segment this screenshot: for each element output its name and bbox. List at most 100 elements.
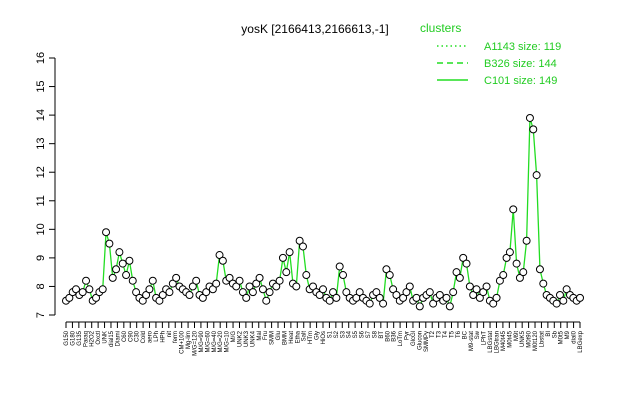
x-tick-label: Lbstat	[539, 331, 545, 348]
data-point	[128, 276, 137, 285]
data-point	[212, 279, 221, 288]
data-point	[505, 248, 514, 257]
x-tick-label: B36	[392, 330, 398, 341]
data-point	[218, 256, 227, 265]
data-point	[285, 248, 294, 257]
data-point	[298, 242, 307, 251]
data-point	[192, 276, 201, 285]
x-tick-label: M9t	[514, 331, 520, 341]
data-point	[555, 291, 564, 300]
y-tick-label: 9	[35, 255, 47, 261]
data-point	[562, 285, 571, 294]
x-tick-label: Mal	[257, 331, 263, 341]
data-point	[122, 271, 131, 280]
legend-entry: B326 size: 144	[484, 58, 557, 70]
x-tick-label: UNK2	[237, 330, 243, 347]
x-tick-label: M/G	[231, 331, 237, 343]
data-point	[248, 288, 257, 297]
data-point	[525, 113, 534, 122]
data-point	[105, 239, 114, 248]
data-point	[319, 285, 327, 294]
data-point	[275, 276, 284, 285]
data-point	[455, 273, 464, 282]
data-point	[242, 293, 251, 302]
x-tick-label: BT	[379, 331, 385, 339]
x-tick-label: LoTm	[398, 331, 404, 346]
x-tick-label: C60	[122, 330, 128, 342]
x-tick-label: S4	[347, 330, 353, 338]
data-point	[522, 236, 531, 245]
data-point	[258, 285, 267, 294]
x-tick-label: C90	[128, 330, 134, 342]
x-tick-label: SMMPy	[424, 331, 430, 352]
chart-title: yosK [2166413,2166613,-1]	[241, 22, 388, 36]
data-point	[339, 271, 348, 280]
x-tick-label: LPh	[154, 331, 160, 342]
data-point	[412, 293, 421, 302]
data-point	[415, 302, 424, 311]
data-point	[85, 285, 94, 294]
data-point	[372, 288, 381, 297]
data-point	[92, 293, 101, 302]
x-tick-label: Paraq	[83, 331, 89, 347]
data-point	[232, 282, 241, 291]
x-tick-label: Fru	[263, 331, 269, 340]
y-tick-label: 15	[35, 80, 47, 92]
legend: clusters A1143 size: 119 B326 size: 144 C10…	[420, 21, 561, 87]
legend-entry: C101 size: 149	[484, 75, 557, 87]
x-tick-label: M0t45	[507, 330, 513, 347]
data-point	[265, 288, 274, 297]
data-point	[342, 288, 351, 297]
x-tick-label: UNK	[103, 331, 109, 344]
x-tick-label: LBGstat	[488, 331, 494, 353]
data-point	[335, 262, 344, 271]
data-point	[552, 299, 561, 308]
data-point	[292, 282, 301, 291]
x-tick-label: Cold	[141, 331, 147, 343]
y-tick-label: 8	[35, 283, 47, 289]
data-point	[188, 282, 197, 291]
x-tick-label: SMM	[270, 331, 276, 345]
data-point	[355, 288, 364, 297]
data-point	[392, 291, 401, 300]
x-tick-label: UNK4	[250, 330, 256, 347]
x-tick-label: M/G=120	[193, 330, 199, 356]
data-point	[278, 253, 287, 262]
data-point	[165, 288, 174, 297]
data-point	[185, 291, 194, 300]
data-point	[365, 299, 374, 308]
data-point	[148, 276, 157, 285]
legend-title: clusters	[420, 21, 461, 35]
x-tick-label: UNK5	[520, 330, 526, 347]
data-point	[255, 273, 264, 282]
data-point	[462, 259, 471, 268]
data-point	[559, 296, 568, 305]
data-point	[385, 271, 394, 280]
x-tick-label: Sb	[552, 330, 558, 338]
x-tick-label: Heat	[289, 331, 295, 344]
data-point	[399, 293, 408, 302]
data-point	[576, 293, 584, 302]
data-point	[492, 293, 501, 302]
data-point	[142, 291, 151, 300]
x-tick-label: Etha	[295, 330, 301, 343]
x-tick-label: M0t90	[527, 330, 533, 347]
x-tick-label: G150	[64, 330, 70, 345]
x-tick-label: dial15	[109, 330, 115, 347]
data-point	[98, 285, 107, 294]
data-point	[332, 293, 341, 302]
data-point	[172, 273, 181, 282]
data-point	[329, 288, 338, 297]
data-point	[539, 279, 548, 288]
data-point	[529, 125, 538, 134]
data-point	[112, 265, 121, 274]
y-tick-label: 14	[35, 109, 47, 121]
x-tick-label: HTm	[308, 331, 314, 344]
x-tick-label: G180	[70, 330, 76, 345]
data-point	[202, 288, 211, 297]
x-tick-label: M9-stat	[469, 331, 475, 351]
data-point	[512, 259, 521, 268]
x-tick-label: M9	[565, 330, 571, 339]
data-point	[72, 285, 81, 294]
